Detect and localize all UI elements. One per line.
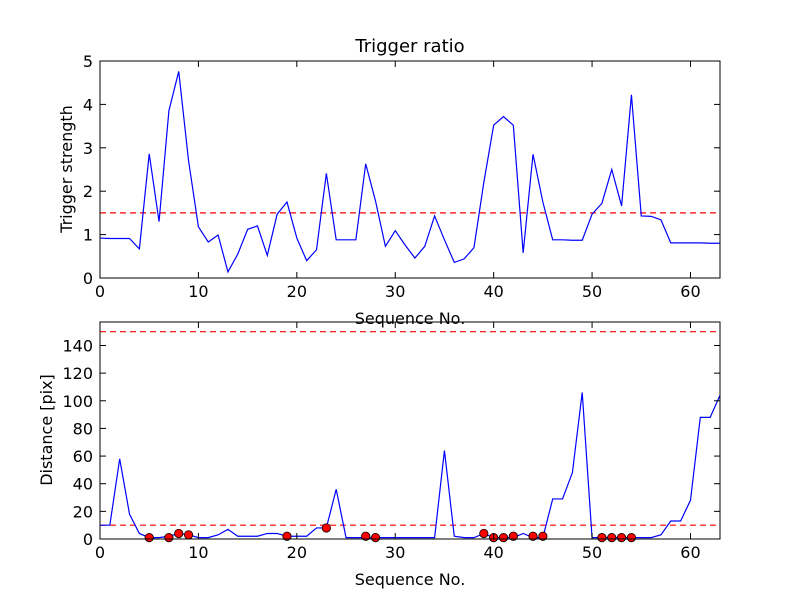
data-point-marker (626, 533, 637, 543)
x-tick-label: 60 (680, 282, 700, 301)
axes-frame (99, 60, 721, 279)
y-tick-label: 3 (83, 139, 93, 158)
y-tick-label: 0 (83, 269, 93, 288)
x-tick-label: 30 (385, 543, 405, 562)
y-tick-label: 20 (73, 502, 93, 521)
x-tick-label: 0 (95, 282, 105, 301)
data-point-marker (361, 531, 371, 541)
x-tick-label: 20 (287, 543, 307, 562)
series-line (100, 392, 720, 539)
x-tick-label: 20 (287, 282, 307, 301)
data-point-marker (498, 533, 509, 543)
y-tick-label: 1 (83, 226, 93, 245)
y-tick-label: 100 (62, 392, 93, 411)
plot-area (100, 61, 720, 278)
data-point-marker (144, 533, 154, 543)
chart-title: Trigger ratio (354, 36, 464, 57)
y-tick-label: 140 (62, 336, 93, 355)
y-tick-label: 2 (83, 182, 93, 201)
data-point-marker (538, 531, 548, 541)
data-point-marker (508, 531, 518, 541)
data-point-marker (607, 533, 617, 543)
x-axis-label: Sequence No. (355, 570, 466, 589)
x-tick-label: 30 (385, 282, 405, 301)
x-tick-label: 0 (95, 543, 105, 562)
x-tick-label: 50 (582, 282, 602, 301)
x-tick-label: 60 (680, 543, 700, 562)
data-point-marker (616, 533, 627, 543)
x-tick-label: 40 (483, 282, 503, 301)
data-point-marker (174, 528, 184, 539)
data-point-marker (164, 533, 174, 543)
axes-frame (99, 321, 721, 540)
y-tick-label: 0 (83, 530, 93, 549)
y-tick-label: 5 (83, 52, 93, 71)
data-point-marker (321, 523, 331, 533)
plot-area (100, 322, 720, 539)
data-point-marker (370, 533, 381, 543)
data-point-marker (528, 531, 538, 541)
y-tick-label: 120 (62, 364, 93, 383)
y-axis-label: Distance [pix] (37, 374, 56, 486)
x-tick-label: 10 (188, 282, 208, 301)
y-tick-label: 40 (73, 475, 93, 494)
data-point-marker (597, 533, 607, 543)
distance-plot: 0 10 20 30 40 50 60 0 20 40 60 80 100 120 140 (62, 321, 721, 562)
x-tick-label: 50 (582, 543, 602, 562)
y-tick-label: 4 (83, 95, 93, 114)
data-point-marker (282, 531, 292, 541)
y-tick-label: 60 (73, 447, 93, 466)
trigger-strength-plot: 0 10 20 30 40 50 60 0 1 2 3 4 5 (83, 52, 721, 301)
x-tick-label: 10 (188, 543, 208, 562)
series-line (100, 71, 720, 274)
x-axis-label: Sequence No. (355, 309, 466, 328)
data-point-marker (183, 530, 194, 540)
y-tick-label: 80 (73, 419, 93, 438)
y-axis-label: Trigger strength (57, 105, 76, 234)
data-point-marker (479, 528, 489, 539)
x-tick-label: 40 (483, 543, 503, 562)
